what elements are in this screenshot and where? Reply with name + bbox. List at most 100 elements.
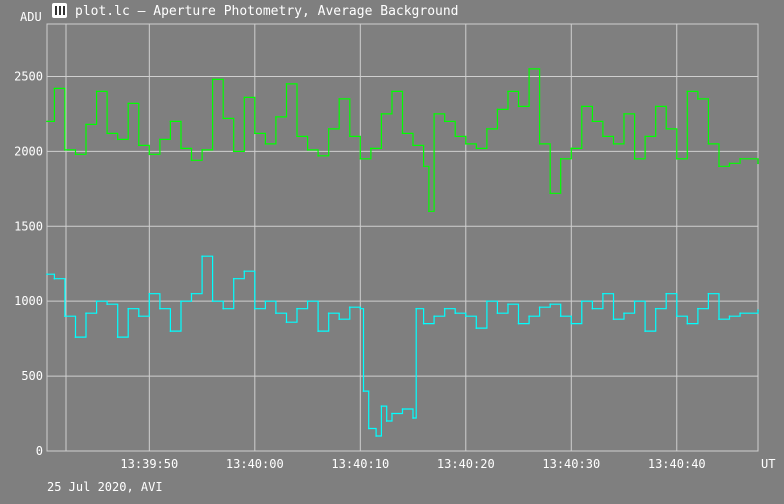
series-point — [517, 105, 520, 108]
series-point — [275, 116, 277, 118]
series-point — [232, 150, 235, 153]
series-point — [507, 90, 509, 93]
series-point — [264, 143, 267, 145]
y-tick-label: 1500 — [14, 219, 43, 233]
series-point — [180, 147, 182, 150]
y-tick-label: 0 — [36, 444, 43, 458]
x-tick-label: 13:40:10 — [331, 457, 389, 471]
plot-app-icon[interactable] — [52, 3, 67, 18]
series-point — [623, 113, 625, 115]
y-axis-label: ADU — [20, 10, 42, 24]
series-point — [148, 292, 151, 295]
series-point — [380, 113, 383, 115]
series-point — [391, 90, 393, 93]
footer-date-label: 25 Jul 2020, AVI — [47, 480, 163, 494]
series-point — [739, 158, 741, 160]
series-point — [570, 322, 573, 325]
series-point — [757, 162, 759, 165]
series-point — [385, 420, 388, 422]
series-point — [612, 143, 615, 145]
series-point — [581, 105, 583, 108]
series-point — [559, 158, 562, 160]
series-point — [74, 336, 77, 338]
series-point — [391, 412, 393, 415]
series-point — [454, 135, 457, 138]
series-point — [665, 292, 668, 295]
series-point — [422, 165, 425, 168]
series-point — [602, 135, 604, 138]
series-point — [169, 330, 172, 332]
series-point — [348, 306, 351, 308]
series-point — [127, 102, 130, 105]
series-point — [201, 255, 203, 258]
series-point — [74, 153, 77, 156]
series-point — [401, 132, 404, 135]
series-point — [415, 307, 418, 310]
series-point — [201, 149, 203, 151]
series-point — [433, 113, 435, 115]
x-tick-label: 13:40:40 — [648, 457, 706, 471]
series-point — [46, 273, 48, 276]
series-point — [665, 128, 668, 130]
series-point — [211, 300, 214, 302]
series-point — [517, 322, 520, 325]
series-point — [359, 307, 362, 310]
series-point — [285, 83, 288, 85]
series-point — [64, 315, 66, 317]
series-point — [348, 135, 351, 138]
series-point — [359, 158, 362, 160]
series-point — [528, 315, 530, 317]
series-point — [370, 147, 372, 150]
series-point — [718, 165, 720, 168]
series-point — [53, 277, 56, 280]
series-point — [728, 162, 731, 165]
series-point — [338, 318, 341, 320]
series-point — [243, 270, 246, 273]
series-point — [486, 300, 488, 302]
series-point — [159, 138, 161, 141]
series-point — [46, 120, 48, 123]
series-point — [190, 159, 193, 162]
series-point — [275, 312, 277, 314]
series-point — [95, 300, 98, 302]
series-point — [697, 98, 699, 100]
series-point — [654, 105, 657, 108]
series-point — [85, 123, 87, 126]
series-point — [591, 120, 594, 123]
series-point — [538, 143, 541, 145]
y-tick-label: 500 — [21, 369, 43, 383]
series-point — [285, 321, 288, 323]
series-point — [675, 158, 678, 160]
x-tick-label: 13:40:30 — [542, 457, 600, 471]
series-point — [327, 128, 330, 130]
series-point — [375, 435, 377, 437]
series-point — [675, 315, 678, 317]
series-point — [549, 192, 551, 195]
series-point — [644, 330, 646, 332]
series-point — [428, 210, 430, 213]
series-point — [64, 149, 66, 151]
series-point — [169, 120, 172, 123]
series-point — [728, 315, 731, 317]
series-point — [412, 417, 414, 419]
series-point — [137, 315, 140, 317]
series-point — [570, 147, 573, 150]
series-point — [222, 117, 224, 120]
series-point — [296, 307, 298, 310]
series-point — [581, 300, 583, 302]
x-tick-label: 13:39:50 — [120, 457, 178, 471]
series-point — [443, 307, 446, 310]
window-title: plot.lc – Aperture Photometry, Average B… — [75, 4, 459, 19]
series-point — [254, 307, 256, 310]
series-point — [454, 312, 457, 314]
series-point — [116, 138, 119, 141]
series-point — [106, 303, 108, 305]
series-point — [612, 318, 615, 320]
series-point — [707, 292, 710, 295]
x-tick-label: 13:40:00 — [226, 457, 284, 471]
series-point — [422, 322, 425, 325]
y-tick-label: 1000 — [14, 294, 43, 308]
series-point — [602, 292, 604, 295]
plot-frame — [46, 23, 759, 452]
